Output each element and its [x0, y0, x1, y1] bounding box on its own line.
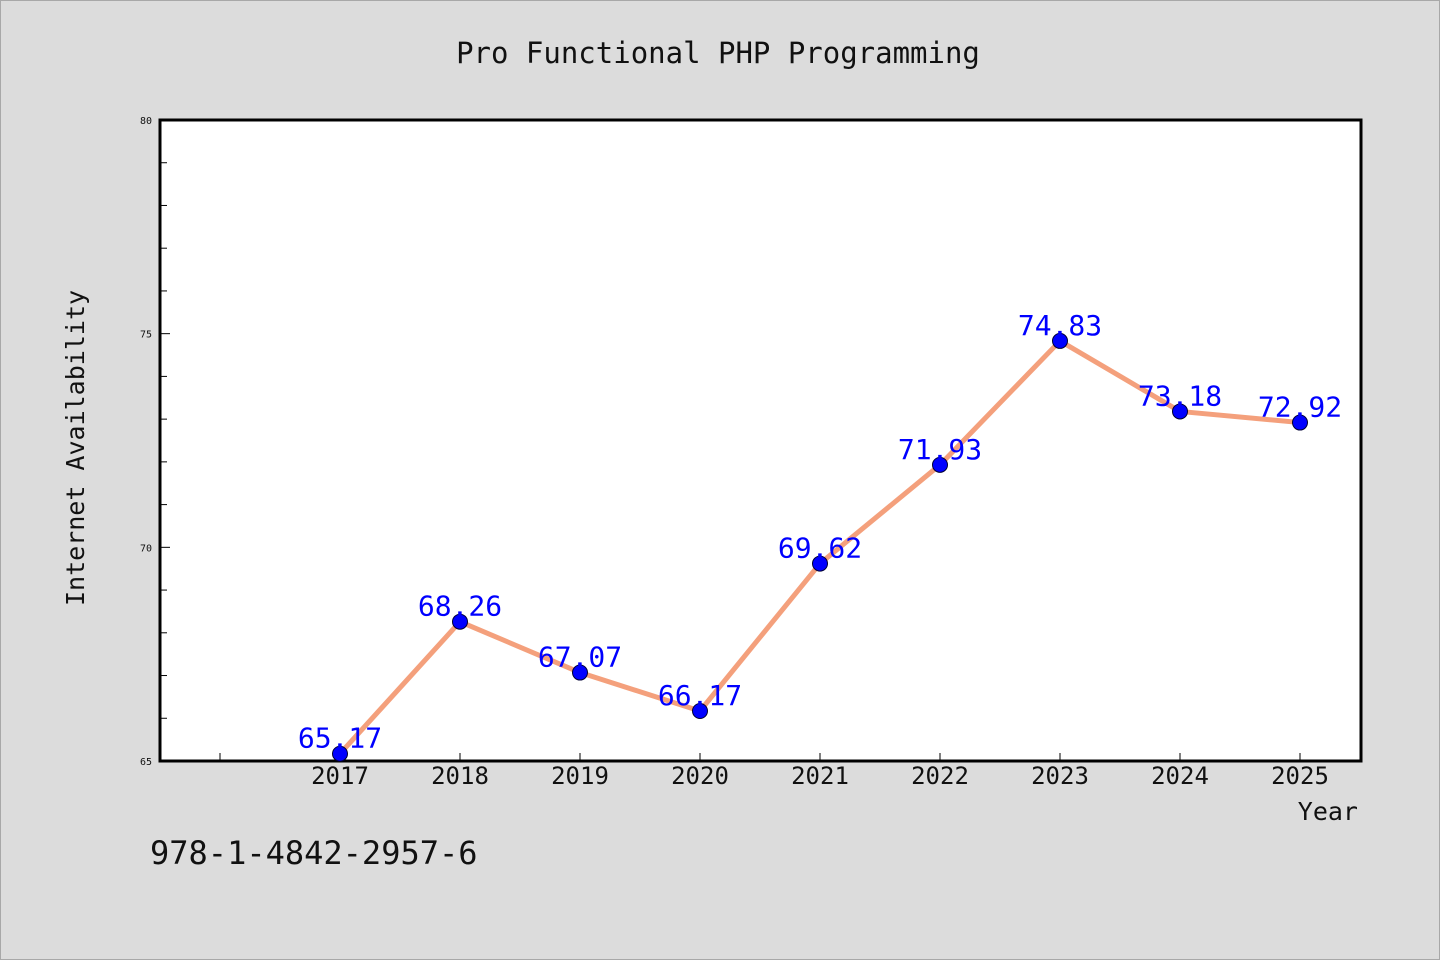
data-label: 68.26: [418, 590, 502, 623]
x-tick-label: 2025: [1271, 762, 1329, 790]
data-point: [692, 703, 708, 720]
data-point: [1052, 332, 1068, 349]
data-point: [452, 613, 468, 630]
x-tick-label: 2017: [311, 762, 369, 790]
x-axis-ticks: 2017 2018 2019 2020 2021 2022 2023 2024 2025: [219, 753, 1329, 790]
y-tick-label: 80: [140, 116, 152, 127]
y-axis-label: Internet Availability: [61, 290, 90, 606]
x-tick-label: 2023: [1031, 762, 1089, 790]
x-tick-label: 2021: [791, 762, 849, 790]
x-tick-label: 2018: [431, 762, 489, 790]
data-point: [932, 456, 948, 473]
data-label: 66.17: [658, 679, 742, 712]
data-label: 67.07: [538, 641, 622, 674]
plot-area: [158, 118, 1363, 763]
data-point: [812, 555, 828, 572]
data-point: [572, 664, 588, 681]
data-point: [332, 745, 348, 762]
series-layer: 65.17 68.26 67.07 66.17 69.62 71.93 74.83 73.18…: [298, 309, 1342, 762]
y-tick-label: 75: [140, 330, 152, 341]
data-label: 72.92: [1258, 391, 1342, 424]
data-label: 69.62: [778, 532, 862, 565]
y-tick-label: 65: [140, 757, 152, 768]
x-tick-label: 2020: [671, 762, 729, 790]
chart-title: Pro Functional PHP Programming: [456, 36, 980, 70]
data-label: 65.17: [298, 722, 382, 755]
x-tick-label: 2019: [551, 762, 609, 790]
isbn-label: 978-1-4842-2957-6: [150, 834, 478, 872]
y-tick-label: 70: [140, 543, 152, 554]
x-axis-label: Year: [1298, 797, 1358, 826]
data-label: 73.18: [1138, 379, 1222, 412]
data-label: 74.83: [1018, 309, 1102, 342]
data-point: [1292, 414, 1308, 431]
x-tick-label: 2024: [1151, 762, 1209, 790]
data-point: [1172, 403, 1188, 420]
y-axis-ticks: 65 70 75 80: [140, 116, 170, 768]
data-label: 71.93: [898, 433, 982, 466]
x-tick-label: 2022: [911, 762, 969, 790]
